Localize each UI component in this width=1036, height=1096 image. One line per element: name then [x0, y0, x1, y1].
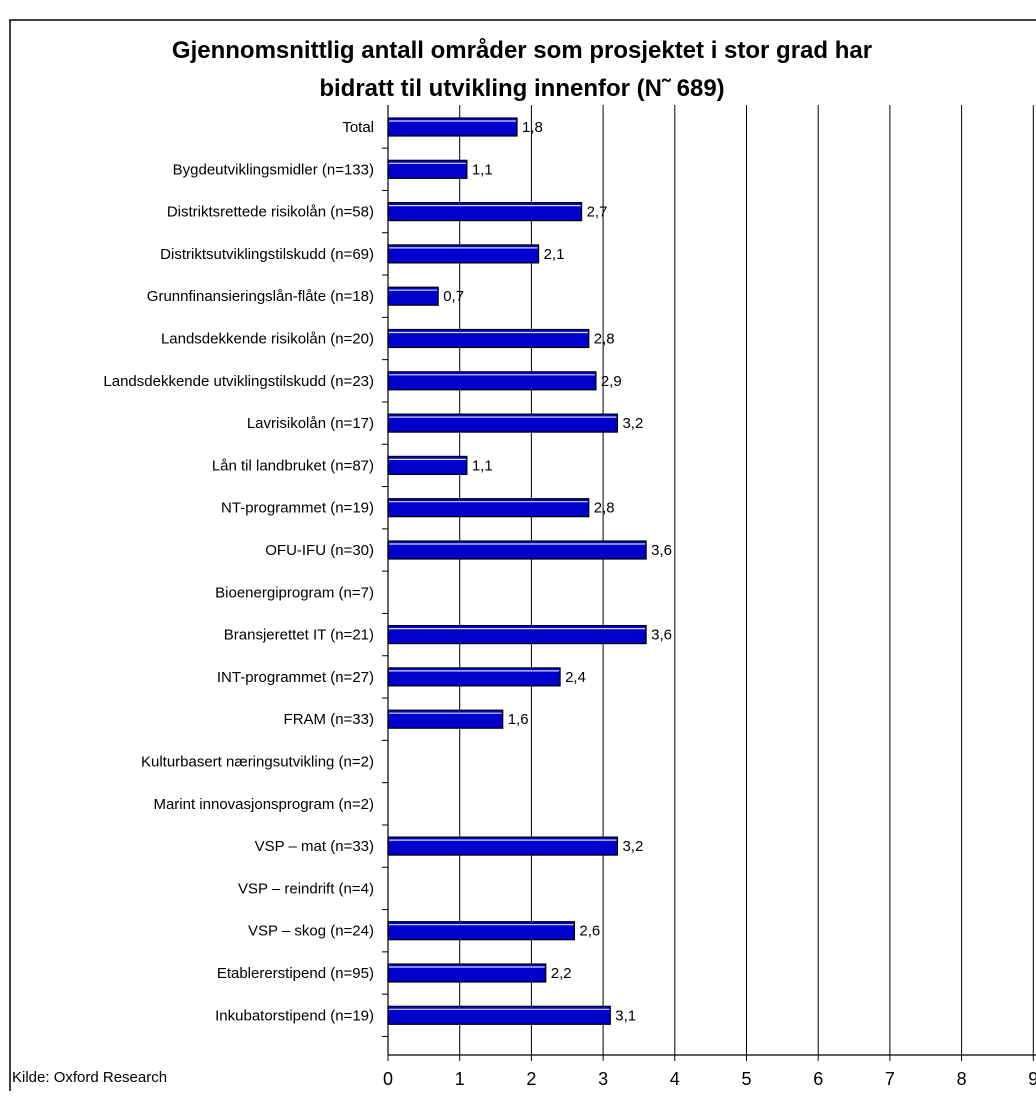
x-tick-label: 9 — [1028, 1069, 1036, 1089]
value-label: 2,8 — [594, 331, 615, 348]
category-label: Bygdeutviklingsmidler (n=133) — [173, 161, 374, 178]
x-tick-label: 1 — [455, 1069, 465, 1089]
value-label: 3,2 — [622, 838, 643, 855]
chart-title-line-1: Gjennomsnittlig antall områder som prosj… — [172, 37, 872, 64]
category-label: Total — [342, 119, 374, 136]
x-tick-label: 5 — [741, 1069, 751, 1089]
value-label: 3,6 — [651, 542, 672, 559]
category-label: Etablererstipend (n=95) — [217, 965, 374, 982]
x-tick-label: 8 — [957, 1069, 967, 1089]
x-tick-label: 6 — [813, 1069, 823, 1089]
value-labels: 1,8 1,1 2,7 2,1 0,7 2,8 2,9 3,2 1,1 2,8 3,6 3,6 2,4 1… — [443, 119, 672, 1024]
x-tick-label: 2 — [526, 1069, 536, 1089]
value-label: 2,4 — [565, 669, 586, 686]
x-tick-label: 7 — [885, 1069, 895, 1089]
category-label: Distriktsrettede risikolån (n=58) — [167, 204, 374, 221]
value-label: 2,2 — [551, 965, 572, 982]
value-label: 1,8 — [522, 119, 543, 136]
chart-title-line-2: bidratt til utvikling innenfor (N˜ 689) — [319, 75, 724, 102]
category-label: Marint innovasjonsprogram (n=2) — [153, 796, 374, 813]
category-label: VSP – mat (n=33) — [255, 838, 374, 855]
category-label: Distriktsutviklingstilskudd (n=69) — [160, 246, 374, 263]
value-label: 1,1 — [472, 457, 493, 474]
value-label: 2,1 — [544, 246, 565, 263]
value-label: 0,7 — [443, 288, 464, 305]
category-label: OFU-IFU (n=30) — [265, 542, 374, 559]
x-tick-label: 3 — [598, 1069, 608, 1089]
x-tick-labels: 0 1 2 3 4 5 6 7 8 9 — [383, 1069, 1036, 1089]
value-label: 1,6 — [508, 711, 529, 728]
x-tick-label: 0 — [383, 1069, 393, 1089]
value-label: 3,6 — [651, 627, 672, 644]
value-label: 2,9 — [601, 373, 622, 390]
category-labels: Total Bygdeutviklingsmidler (n=133) Distri… — [103, 119, 374, 1024]
category-label: Bioenergiprogram (n=7) — [215, 584, 374, 601]
category-label: Grunnfinansieringslån-flåte (n=18) — [147, 288, 374, 305]
category-label: INT-programmet (n=27) — [217, 669, 374, 686]
category-label: Landsdekkende risikolån (n=20) — [161, 331, 374, 348]
category-label: Kulturbasert næringsutvikling (n=2) — [141, 754, 374, 771]
value-label: 3,1 — [615, 1007, 636, 1024]
category-label: FRAM (n=33) — [284, 711, 374, 728]
value-label: 3,2 — [622, 415, 643, 432]
value-label: 2,6 — [579, 923, 600, 940]
value-label: 1,1 — [472, 161, 493, 178]
source-note: Kilde: Oxford Research — [12, 1069, 167, 1086]
category-label: VSP – reindrift (n=4) — [238, 880, 374, 897]
category-label: VSP – skog (n=24) — [248, 923, 374, 940]
category-label: Landsdekkende utviklingstilskudd (n=23) — [103, 373, 374, 390]
category-label: Lavrisikolån (n=17) — [247, 415, 374, 432]
value-label: 2,7 — [587, 204, 608, 221]
category-label: NT-programmet (n=19) — [221, 500, 374, 517]
value-label: 2,8 — [594, 500, 615, 517]
x-tick-label: 4 — [670, 1069, 680, 1089]
axes — [382, 105, 1036, 1061]
gridlines — [459, 105, 1034, 1055]
category-label: Bransjerettet IT (n=21) — [224, 627, 374, 644]
category-label: Inkubatorstipend (n=19) — [215, 1007, 374, 1024]
category-label: Lån til landbruket (n=87) — [212, 457, 374, 474]
